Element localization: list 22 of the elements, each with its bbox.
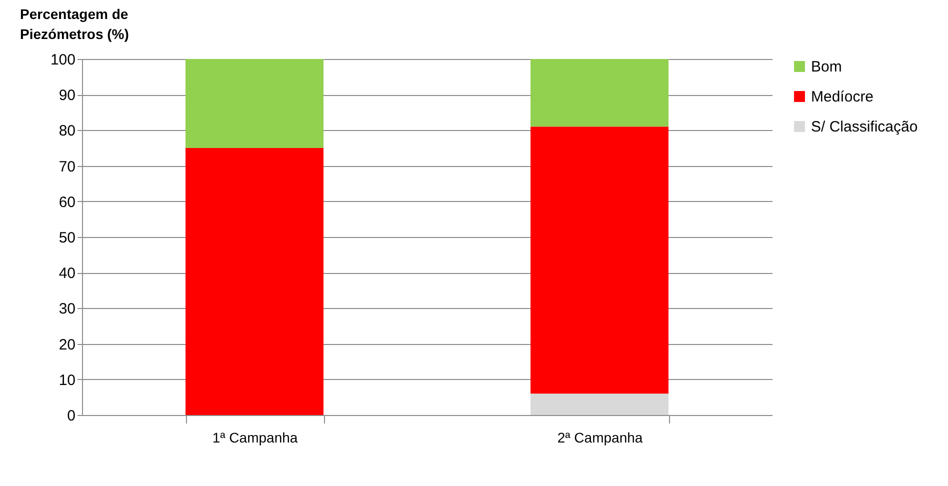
y-tick-label: 0 — [67, 408, 76, 424]
legend-label: Medíocre — [811, 88, 874, 106]
legend-label: S/ Classificação — [811, 118, 918, 136]
y-tick-label: 70 — [58, 158, 76, 176]
y-tick-label: 40 — [58, 265, 76, 282]
y-axis-title: Percentagem de Piezómetros (%) — [20, 6, 129, 42]
y-tick-label: 10 — [58, 372, 76, 389]
x-tick-label: 1ª Campanha — [212, 430, 298, 446]
x-tick-label: 2ª Campanha — [557, 430, 643, 446]
legend-label: Bom — [811, 58, 842, 76]
y-tick-label: 20 — [58, 336, 76, 354]
y-tick-label: 80 — [58, 122, 76, 140]
bar — [186, 148, 324, 415]
bar — [186, 59, 324, 148]
bar — [530, 59, 668, 127]
y-tick-label: 100 — [50, 52, 76, 68]
y-tick-label: 30 — [58, 300, 76, 318]
bar — [530, 394, 668, 415]
bar — [530, 126, 668, 394]
y-tick-label: 90 — [58, 87, 76, 104]
y-tick-label: 60 — [58, 194, 76, 211]
y-tick-label: 50 — [58, 230, 76, 246]
